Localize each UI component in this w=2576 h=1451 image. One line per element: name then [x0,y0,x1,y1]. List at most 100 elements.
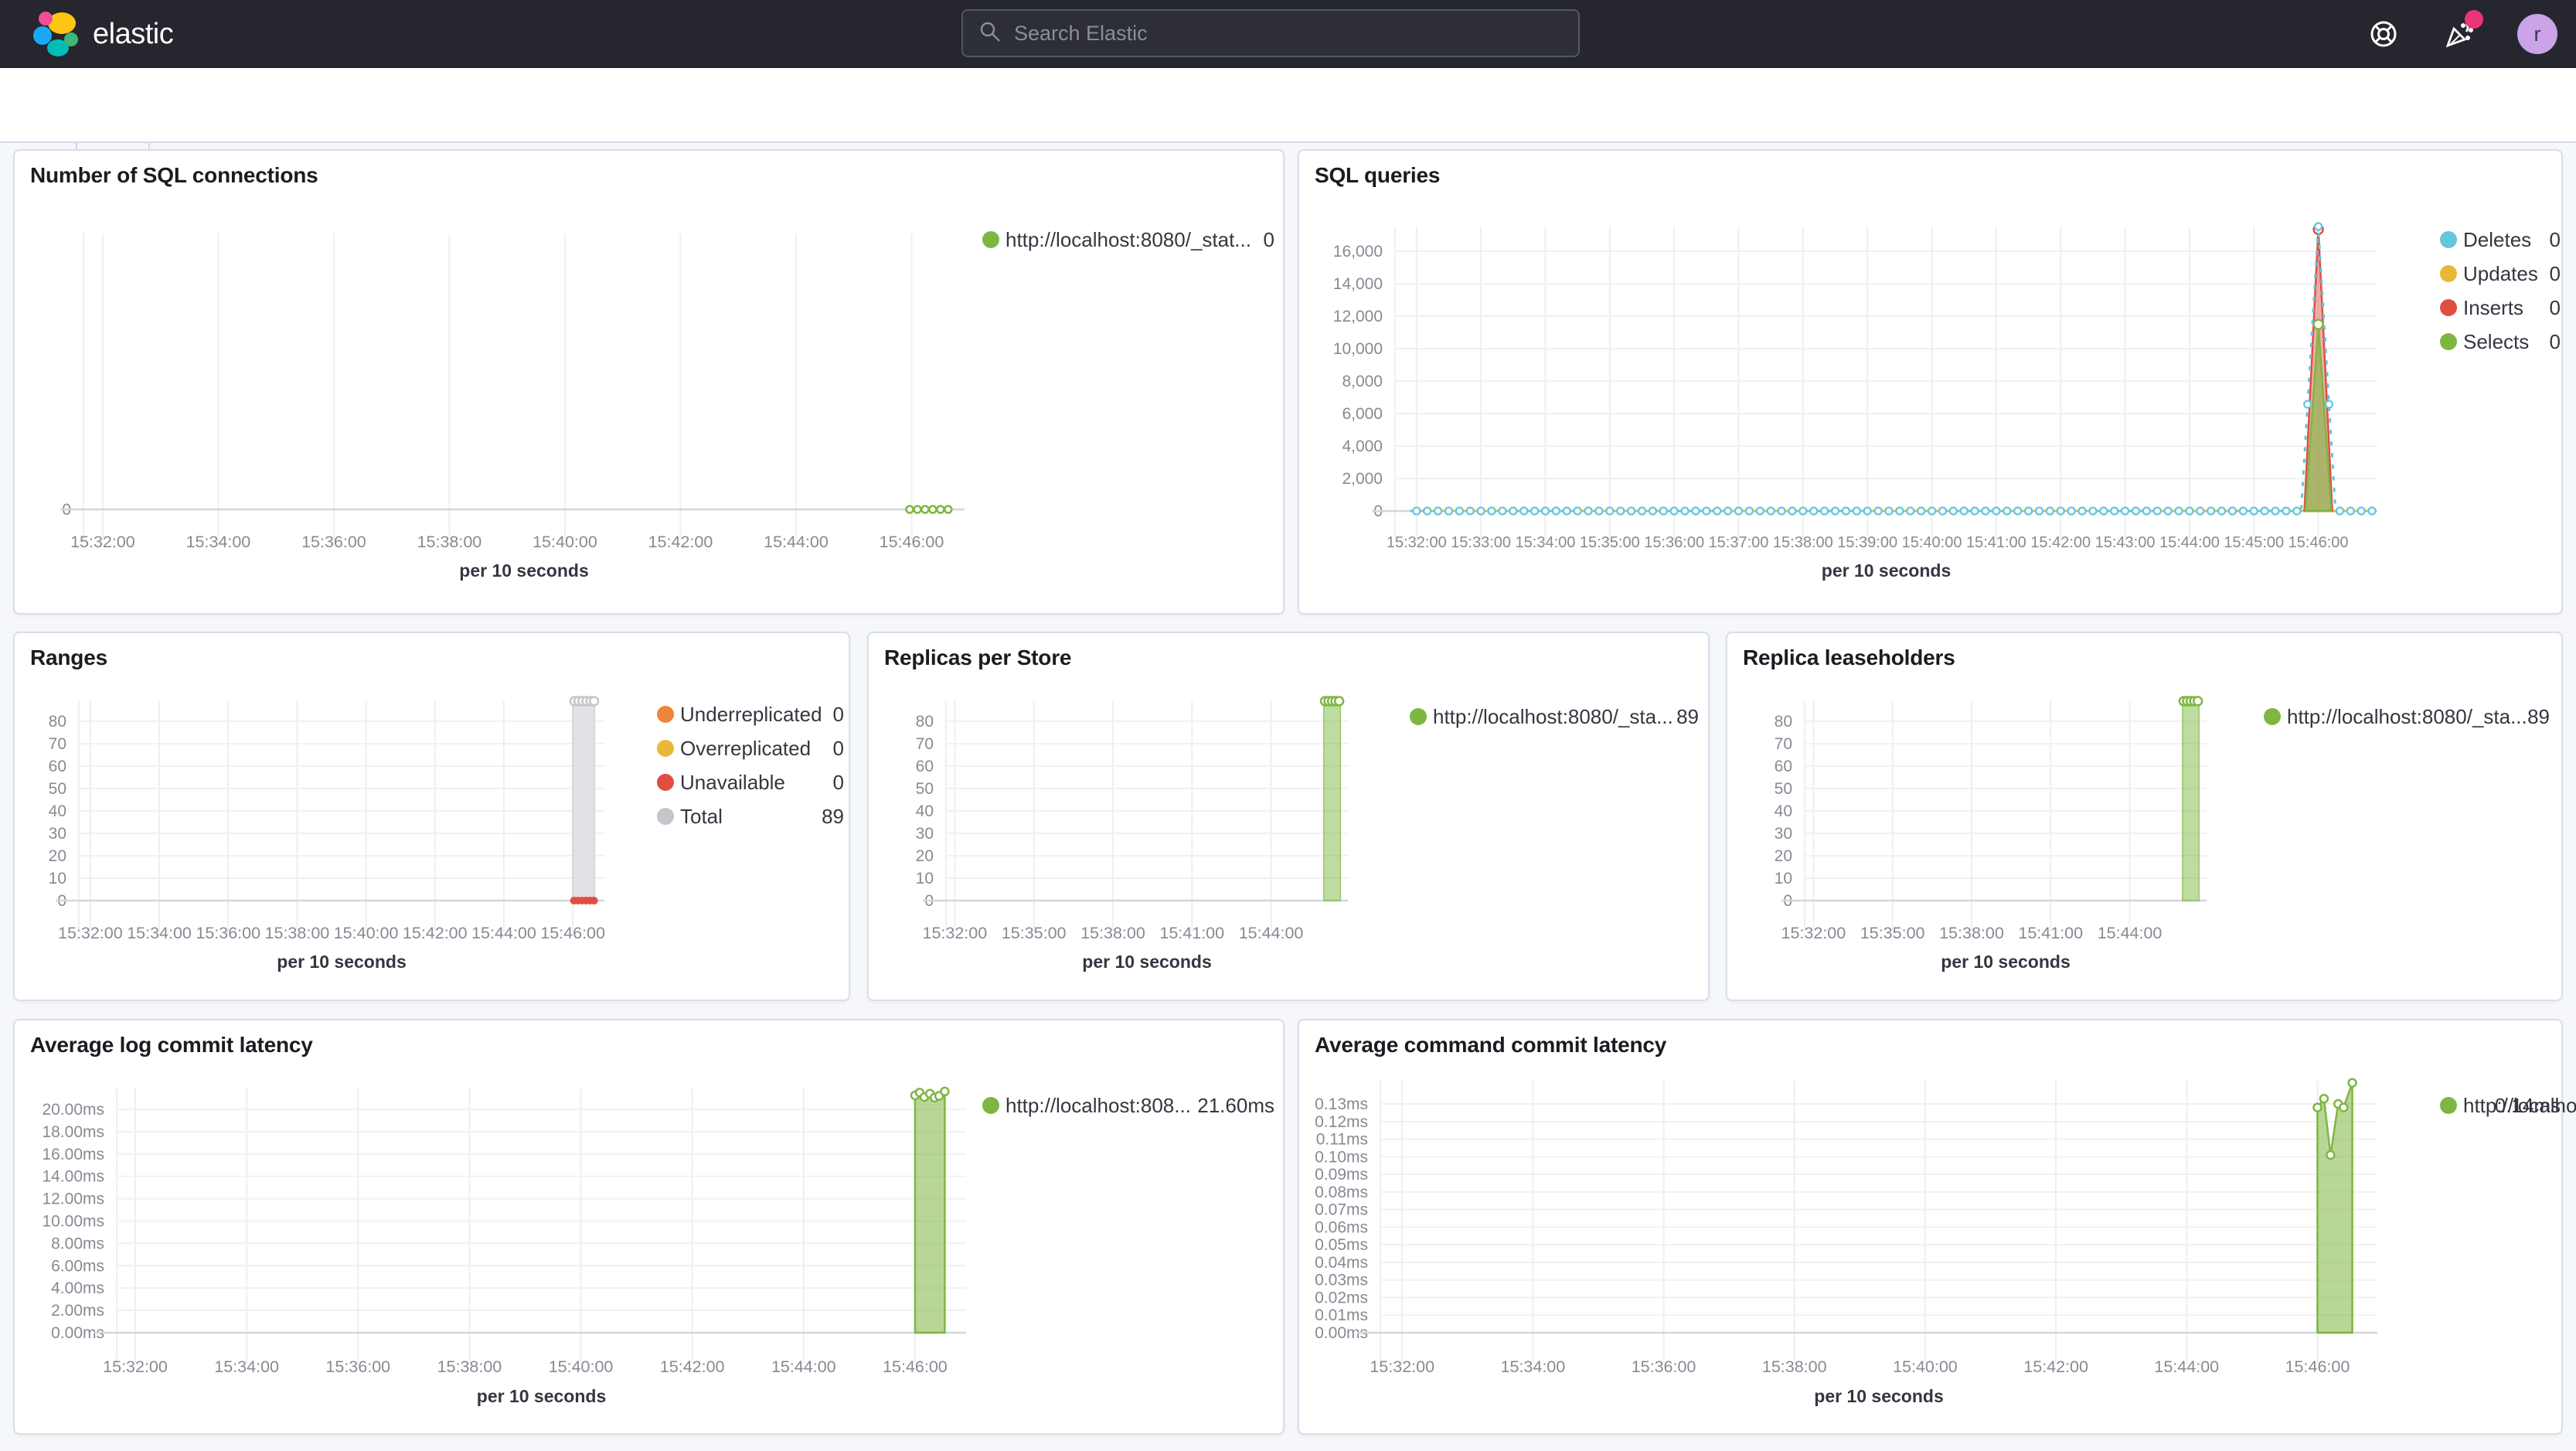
panel-average-command-commit-latency: Average command commit latency 15:32:00 1… [1298,1019,2576,1435]
legend-label: http://localhost:8080... [2463,1094,2576,1117]
svg-text:80: 80 [916,713,934,731]
svg-text:per 10 seconds: per 10 seconds [277,952,406,972]
chart-number-of-sql-connections[interactable]: 15:32:00 15:34:00 15:36:00 15:38:00 15:40:00… [15,151,1283,613]
svg-text:8.00ms: 8.00ms [51,1235,104,1252]
svg-text:15:44:00: 15:44:00 [771,1357,836,1376]
svg-text:15:38:00: 15:38:00 [265,924,330,942]
svg-text:30: 30 [49,825,66,843]
help-icon[interactable] [2366,16,2401,52]
svg-text:0.08ms: 0.08ms [1315,1184,1368,1201]
legend-label: http://localhost:8080/_sta... [1433,705,1673,728]
svg-text:15:46:00: 15:46:00 [883,1357,948,1376]
svg-text:14,000: 14,000 [1333,275,1383,293]
legend-label: Unavailable [680,771,785,794]
legend-value: 0 [1263,228,1274,251]
svg-text:0.01ms: 0.01ms [1315,1306,1368,1324]
svg-text:15:38:00: 15:38:00 [1773,534,1833,551]
svg-text:0.00ms: 0.00ms [1315,1324,1368,1342]
chart-average-log-commit-latency[interactable]: 15:32:00 15:34:00 15:36:00 15:38:00 15:40:00… [15,1020,1283,1433]
legend-swatch-icon [2440,299,2457,316]
legend-label: Updates [2463,262,2538,285]
elastic-logo-icon [22,3,80,66]
global-search-input[interactable]: Search Elastic [961,9,1580,57]
legend-value: 0 [2549,262,2561,285]
panel-title[interactable]: Replica leaseholders [1743,645,1955,669]
chart-ranges[interactable]: 15:32:00 15:34:00 15:36:00 15:38:00 15:40:00… [15,633,849,1000]
svg-text:15:44:00: 15:44:00 [2154,1357,2219,1376]
legend-label: Deletes [2463,228,2532,251]
svg-text:2,000: 2,000 [1342,470,1383,488]
chart-average-command-commit-latency[interactable]: 15:32:00 15:34:00 15:36:00 15:38:00 15:40:00… [1299,1020,2561,1433]
svg-text:15:34:00: 15:34:00 [1516,534,1576,551]
chart-sql-queries[interactable]: 15:32:00 15:33:00 15:34:00 15:35:00 15:36:00… [1299,151,2561,613]
legend-label: Overreplicated [680,737,812,760]
svg-text:0.06ms: 0.06ms [1315,1218,1368,1236]
svg-text:20: 20 [916,847,934,865]
legend-label: Total [680,805,723,828]
panel-number-of-sql-connections: Number of SQL connections 15:32:00 15:34:… [13,149,1285,615]
panel-replicas-per-store: Replicas per Store 15:32:00 15:35:00 15:38… [867,632,1710,1001]
svg-text:15:42:00: 15:42:00 [403,924,468,942]
svg-text:15:34:00: 15:34:00 [127,924,192,942]
legend-value: 89 [822,805,844,828]
svg-text:10: 10 [1775,870,1792,887]
legend-swatch-icon [657,774,674,791]
newsfeed-icon[interactable] [2442,10,2483,52]
chart-replicas-per-store[interactable]: 15:32:00 15:35:00 15:38:00 15:41:00 15:44:00… [869,633,1708,1000]
chart-replica-leaseholders[interactable]: 15:32:00 15:35:00 15:38:00 15:41:00 15:44:00… [1727,633,2561,1000]
svg-text:15:41:00: 15:41:00 [1159,924,1224,942]
legend-swatch-icon [982,1097,999,1114]
svg-text:18.00ms: 18.00ms [42,1123,104,1141]
panel-title[interactable]: Replicas per Store [884,645,1072,669]
svg-text:15:38:00: 15:38:00 [437,1357,502,1376]
svg-text:15:40:00: 15:40:00 [334,924,399,942]
legend-value: 0.14ms [2494,1094,2561,1117]
svg-text:15:44:00: 15:44:00 [471,924,536,942]
top-navbar: elastic Search Elastic [0,0,2576,68]
avatar-initial: r [2533,22,2541,46]
svg-text:20.00ms: 20.00ms [42,1101,104,1119]
panel-average-log-commit-latency: Average log commit latency 15:32:00 15:34… [13,1019,1285,1435]
panel-ranges: Ranges 15:32:00 15:34:00 15:36:00 15:38:00 1… [13,632,850,1001]
svg-text:15:32:00: 15:32:00 [70,533,135,551]
svg-text:15:39:00: 15:39:00 [1837,534,1897,551]
panel-title[interactable]: Number of SQL connections [30,163,318,187]
svg-text:per 10 seconds: per 10 seconds [459,560,588,581]
legend-swatch-icon [2440,333,2457,350]
svg-text:20: 20 [1775,847,1792,865]
svg-text:15:46:00: 15:46:00 [880,533,944,551]
legend-value: 89 [2527,705,2550,728]
svg-text:10: 10 [916,870,934,887]
svg-text:15:46:00: 15:46:00 [2288,534,2349,551]
svg-text:15:34:00: 15:34:00 [214,1357,279,1376]
svg-text:per 10 seconds: per 10 seconds [1814,1386,1943,1406]
svg-text:10.00ms: 10.00ms [42,1213,104,1231]
legend-swatch-icon [982,231,999,248]
panel-title[interactable]: SQL queries [1315,163,1441,187]
svg-text:per 10 seconds: per 10 seconds [1822,560,1951,581]
elastic-brand[interactable]: elastic [22,6,174,62]
svg-text:16.00ms: 16.00ms [42,1146,104,1163]
panel-title[interactable]: Average command commit latency [1315,1033,1667,1057]
svg-text:15:44:00: 15:44:00 [2098,924,2163,942]
svg-text:30: 30 [1775,825,1792,843]
svg-text:60: 60 [916,758,934,775]
svg-text:15:38:00: 15:38:00 [1939,924,2004,942]
svg-text:15:36:00: 15:36:00 [301,533,366,551]
panel-title[interactable]: Average log commit latency [30,1033,313,1057]
svg-text:0.02ms: 0.02ms [1315,1289,1368,1306]
legend-swatch-icon [2440,231,2457,248]
svg-text:15:38:00: 15:38:00 [1762,1357,1827,1376]
legend-swatch-icon [657,706,674,723]
svg-text:15:41:00: 15:41:00 [1966,534,2026,551]
user-avatar[interactable]: r [2517,14,2557,54]
svg-text:60: 60 [1775,758,1792,775]
svg-text:40: 40 [916,802,934,820]
svg-text:6.00ms: 6.00ms [51,1257,104,1275]
svg-text:15:35:00: 15:35:00 [1860,924,1925,942]
svg-text:0.04ms: 0.04ms [1315,1254,1368,1272]
legend-swatch-icon [2440,265,2457,282]
svg-text:15:44:00: 15:44:00 [764,533,829,551]
panel-title[interactable]: Ranges [30,645,107,669]
legend-value: 0 [832,737,844,760]
